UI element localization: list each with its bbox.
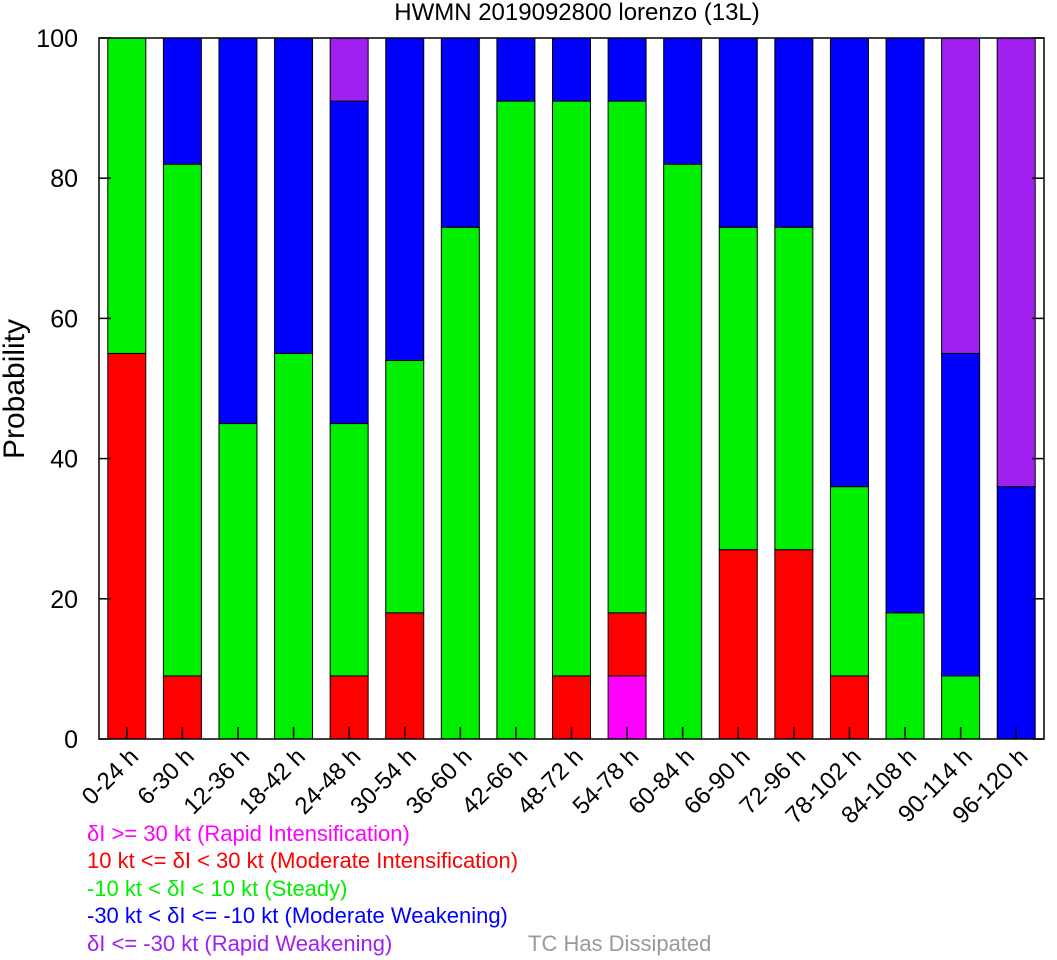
bar-segment-steady-6 <box>440 226 480 740</box>
x-tick-label-0: 0-24 h <box>77 743 144 810</box>
bar-segment-steady-7 <box>496 100 536 740</box>
y-tick-label-20: 20 <box>50 586 78 614</box>
bars-layer <box>107 37 1036 740</box>
y-tick-label-40: 40 <box>50 446 78 474</box>
bar-segment-mi-5 <box>385 612 425 740</box>
bar-segment-mi-12 <box>774 549 814 740</box>
y-tick-label-100: 100 <box>36 25 78 53</box>
y-tick-label-80: 80 <box>50 165 78 193</box>
bar-segment-steady-8 <box>552 100 591 677</box>
bar-segment-rw-16 <box>996 37 1036 488</box>
bar-segment-mw-10 <box>663 37 703 165</box>
y-tick-label-60: 60 <box>50 305 78 333</box>
y-axis-label: Probability <box>0 319 31 459</box>
bar-segment-rw-4 <box>329 37 369 102</box>
bar-segment-mw-7 <box>496 37 536 102</box>
bar-segment-mw-4 <box>329 100 369 425</box>
bar-segment-steady-14 <box>885 612 925 740</box>
bar-segment-steady-9 <box>607 100 647 614</box>
bar-segment-steady-12 <box>774 226 814 551</box>
chart-title: HWMN 2019092800 lorenzo (13L) <box>394 0 760 26</box>
bar-segment-mw-12 <box>774 37 814 228</box>
bar-segment-mw-15 <box>941 352 981 677</box>
bar-segment-mi-0 <box>107 352 147 740</box>
bar-segment-steady-4 <box>329 423 369 677</box>
bar-segment-mw-3 <box>274 37 314 354</box>
bar-segment-mw-16 <box>996 486 1036 740</box>
bar-segment-steady-10 <box>663 163 703 740</box>
bar-segment-mw-2 <box>218 37 258 425</box>
bar-segment-steady-1 <box>162 163 202 677</box>
bar-segment-mi-11 <box>718 549 758 740</box>
bar-segment-rw-15 <box>941 37 981 354</box>
bar-segment-mi-9 <box>607 612 647 677</box>
bar-segment-steady-11 <box>718 226 758 551</box>
bar-segment-mw-9 <box>607 37 647 102</box>
bar-segment-mw-13 <box>829 37 869 488</box>
bar-segment-mw-11 <box>718 37 758 228</box>
bar-segment-steady-3 <box>274 352 314 740</box>
bar-segment-mw-14 <box>885 37 925 614</box>
bar-segment-steady-5 <box>385 359 425 614</box>
bar-segment-mw-6 <box>440 37 480 228</box>
bar-segment-steady-13 <box>829 486 869 677</box>
y-tick-label-0: 0 <box>64 726 78 754</box>
bar-segment-mw-1 <box>162 37 202 165</box>
bar-segment-steady-2 <box>218 423 258 740</box>
bar-segment-steady-0 <box>107 37 147 354</box>
bar-segment-mw-5 <box>385 37 425 361</box>
bar-segment-mw-8 <box>552 37 591 102</box>
